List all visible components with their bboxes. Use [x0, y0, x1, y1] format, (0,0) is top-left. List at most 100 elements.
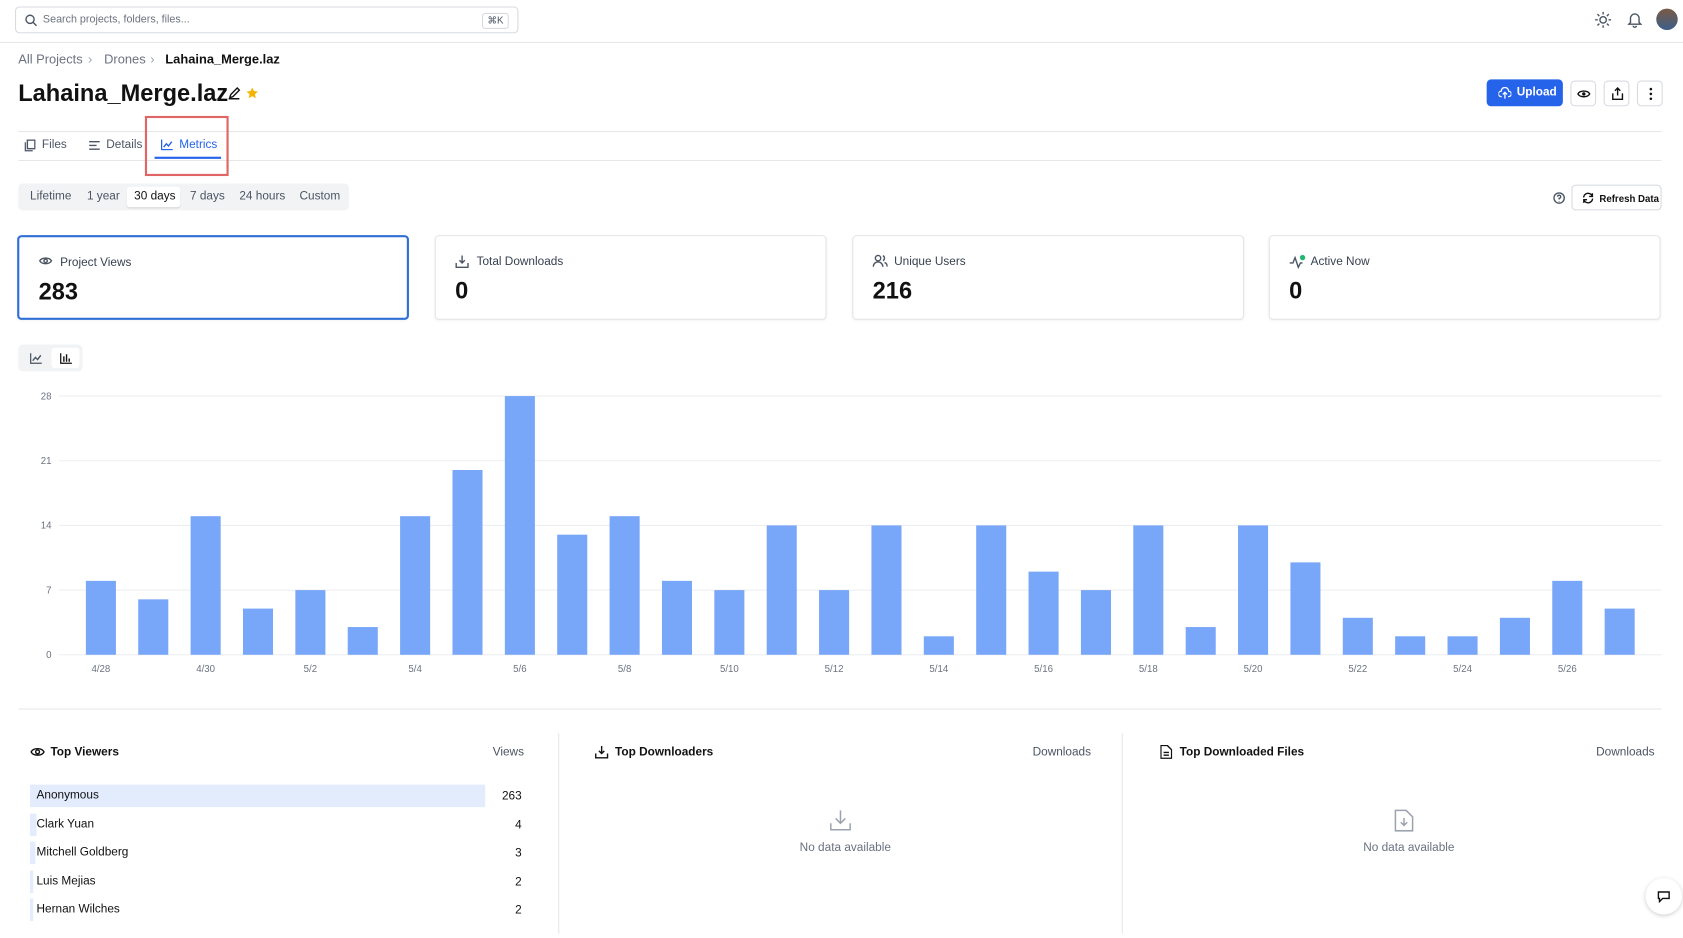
viewer-views: 2	[515, 875, 522, 889]
x-tick-label: 5/2	[304, 664, 317, 675]
x-tick-label: 5/22	[1348, 664, 1367, 675]
empty-icon	[1394, 809, 1414, 832]
refresh-label: Refresh Data	[1599, 193, 1659, 204]
activity-icon	[1289, 254, 1306, 270]
bar	[1080, 590, 1111, 655]
search-icon	[25, 14, 37, 27]
viewer-views: 2	[515, 903, 522, 917]
details-icon	[89, 140, 100, 150]
range-option[interactable]: 24 hours	[239, 189, 286, 203]
range-option[interactable]: 7 days	[189, 189, 225, 203]
feedback-icon	[1657, 891, 1670, 903]
users-icon	[872, 254, 888, 267]
search-placeholder: Search projects, folders, files...	[42, 13, 190, 26]
upload-icon	[1498, 86, 1512, 99]
avatar[interactable]	[1656, 8, 1678, 31]
y-tick-label: 0	[46, 650, 51, 661]
range-option[interactable]: 30 days	[134, 189, 176, 203]
bar-chart: 0 7 14 21 28 4/28 4/30 5/2 5/4 5/6 5/8 5/10 5/12 5/14…	[41, 391, 1662, 675]
stat-value: 0	[455, 276, 469, 304]
breadcrumb-separator: ›	[150, 51, 155, 67]
line-chart-toggle[interactable]	[30, 353, 42, 364]
stat-label: Active Now	[1310, 255, 1370, 269]
panel-column: Views	[492, 746, 524, 759]
x-tick-label: 5/16	[1034, 664, 1053, 675]
upload-label: Upload	[1516, 85, 1557, 99]
stat-card[interactable]: Project Views 283	[17, 235, 409, 320]
range-option[interactable]: Custom	[299, 189, 341, 203]
more-icon	[1649, 87, 1653, 101]
search-box[interactable]: Search projects, folders, files... ⌘K	[15, 6, 519, 34]
x-tick-label: 5/26	[1558, 664, 1577, 675]
download-icon	[595, 746, 609, 759]
bar	[347, 627, 378, 655]
bell-icon[interactable]	[1627, 12, 1643, 28]
files-icon	[24, 139, 36, 152]
separator	[558, 733, 560, 934]
range-option[interactable]: Lifetime	[30, 189, 72, 203]
viewer-name: Mitchell Goldberg	[36, 845, 129, 859]
refresh-button[interactable]: Refresh Data	[1571, 184, 1662, 211]
refresh-icon	[1582, 192, 1594, 204]
breadcrumb-link[interactable]: All Projects	[18, 51, 83, 67]
bar	[242, 608, 274, 655]
tab-underline	[154, 156, 222, 159]
x-tick-label: 5/8	[618, 664, 631, 675]
share-button[interactable]	[1603, 80, 1630, 107]
stat-label: Unique Users	[894, 255, 966, 269]
preview-button[interactable]	[1570, 80, 1597, 107]
stat-value: 283	[38, 278, 79, 305]
stat-value: 216	[872, 276, 913, 304]
viewer-views: 263	[501, 790, 522, 803]
tab-active[interactable]: Metrics	[179, 138, 218, 152]
x-tick-label: 5/14	[929, 664, 948, 675]
viewer-name: Luis Mejias	[36, 874, 96, 888]
viewer-name: Hernan Wilches	[36, 902, 120, 916]
more-button[interactable]	[1636, 80, 1663, 107]
metrics-icon	[161, 139, 173, 151]
panel-column: Downloads	[1032, 746, 1092, 759]
theme-icon[interactable]	[1595, 11, 1612, 28]
panel-title: Top Downloaders	[615, 746, 714, 759]
shortcut: ⌘K	[481, 12, 509, 29]
bar	[819, 590, 850, 655]
panel-title: Top Downloaded Files	[1179, 746, 1305, 759]
y-tick-label: 7	[46, 585, 51, 596]
stat-value: 0	[1289, 276, 1303, 304]
highlight-box	[144, 115, 229, 177]
viewer-bar	[30, 841, 36, 865]
upload-button[interactable]: Upload	[1486, 79, 1563, 107]
top-bar	[0, 0, 1683, 43]
bar	[190, 516, 221, 655]
feedback-button[interactable]	[1645, 878, 1683, 915]
stat-card[interactable]: Total Downloads 0	[434, 235, 827, 320]
tab[interactable]: Details	[106, 138, 143, 152]
eye-icon	[38, 257, 53, 265]
bar	[976, 525, 1007, 655]
bar	[871, 525, 902, 655]
edit-icon[interactable]	[228, 87, 241, 100]
empty-icon	[830, 810, 851, 831]
stat-card[interactable]: Unique Users 216	[852, 235, 1245, 320]
bar	[1133, 525, 1164, 655]
bar	[400, 516, 431, 655]
help-icon[interactable]	[1553, 192, 1565, 204]
tab[interactable]: Files	[41, 138, 67, 152]
stat-card[interactable]: Active Now 0	[1268, 235, 1661, 320]
divider	[18, 708, 1662, 710]
bar	[714, 590, 745, 655]
breadcrumb-link[interactable]: Drones	[104, 51, 146, 67]
bar-chart-toggle[interactable]	[51, 347, 80, 369]
x-tick-label: 4/28	[92, 664, 111, 675]
star-icon[interactable]	[246, 87, 259, 100]
range-option[interactable]: 1 year	[86, 189, 120, 203]
x-tick-label: 5/4	[408, 664, 422, 675]
bar	[923, 636, 954, 655]
bar	[504, 396, 535, 655]
viewer-name: Anonymous	[36, 788, 99, 802]
bar	[1552, 580, 1583, 655]
bar	[1342, 617, 1373, 655]
